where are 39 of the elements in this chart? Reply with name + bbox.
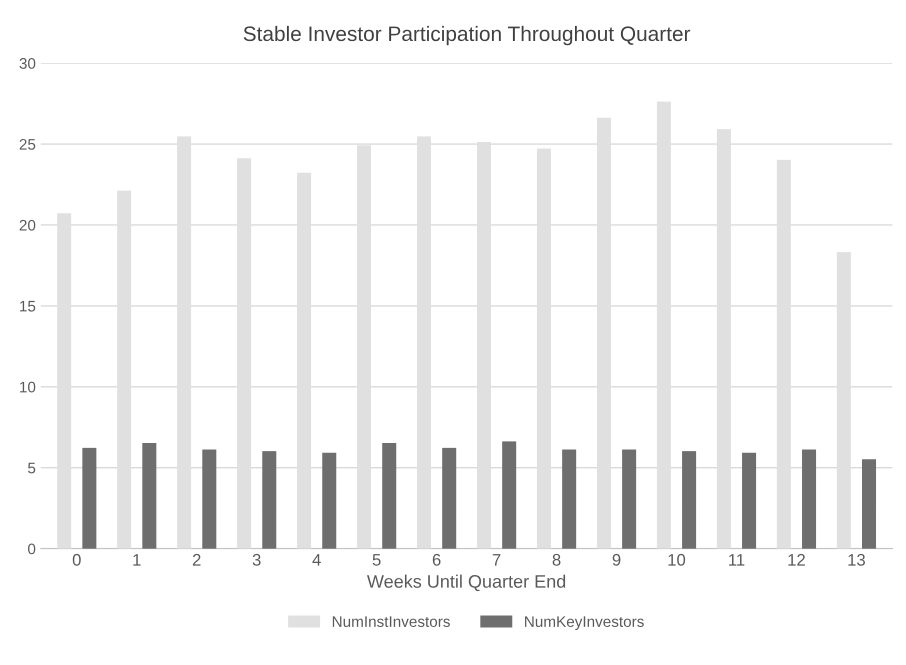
chart-title: Stable Investor Participation Throughout Quarter xyxy=(244,26,690,46)
x-tick-label: 8 xyxy=(552,554,560,566)
y-tick-label: 30 xyxy=(20,58,36,69)
x-tick-label: 13 xyxy=(848,554,865,566)
y-tick-label: 15 xyxy=(20,300,36,312)
bar xyxy=(202,449,216,549)
bar xyxy=(562,449,576,549)
x-tick-label: 3 xyxy=(252,554,261,566)
y-tick-label: 5 xyxy=(28,462,36,474)
legend-label: NumKeyInvestors xyxy=(525,616,644,630)
bar xyxy=(742,452,756,549)
x-tick-label: 11 xyxy=(729,554,744,566)
bar xyxy=(682,451,696,549)
y-tick-label: 25 xyxy=(20,138,36,150)
bar xyxy=(502,441,516,549)
x-tick-label: 12 xyxy=(788,554,805,566)
y-tick-label: 0 xyxy=(28,543,36,554)
x-tick-label: 4 xyxy=(312,554,321,566)
bar xyxy=(382,443,396,549)
bar xyxy=(802,449,816,549)
legend-label: NumInstInvestors xyxy=(332,616,450,627)
x-tick-label: 0 xyxy=(72,554,81,566)
x-tick-label: 5 xyxy=(372,554,381,566)
x-tick-label: 1 xyxy=(133,554,141,566)
x-tick-label: 10 xyxy=(668,554,686,566)
x-tick-label: 6 xyxy=(432,554,441,566)
bar xyxy=(322,452,336,549)
bar xyxy=(442,448,456,549)
bar xyxy=(142,443,156,549)
x-tick-label: 9 xyxy=(612,554,620,566)
bar xyxy=(862,459,876,549)
bar xyxy=(622,449,636,549)
x-tick-label: 7 xyxy=(492,554,500,566)
y-tick-label: 10 xyxy=(20,382,36,392)
bar xyxy=(82,448,96,549)
x-axis-title: Weeks Until Quarter End xyxy=(366,574,566,592)
bar xyxy=(262,451,276,549)
x-tick-label: 2 xyxy=(192,554,200,566)
y-tick-label: 20 xyxy=(20,220,36,231)
